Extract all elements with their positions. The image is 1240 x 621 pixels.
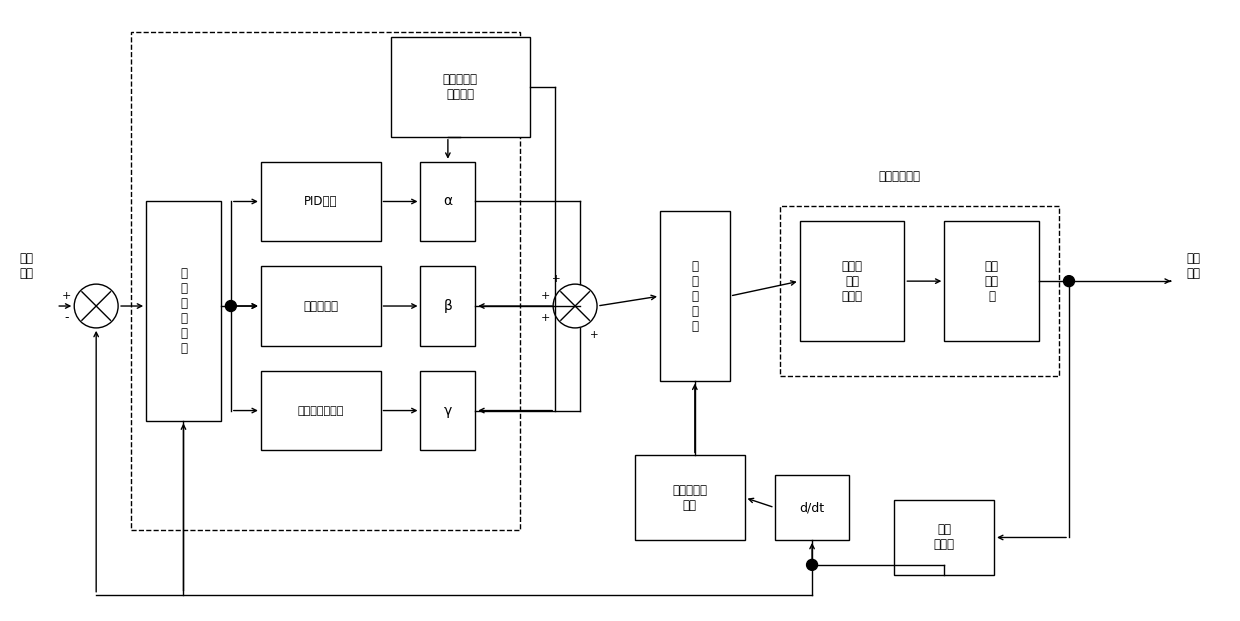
Text: 滑模变结构控制: 滑模变结构控制: [298, 406, 343, 415]
Text: d/dt: d/dt: [800, 501, 825, 514]
Text: +: +: [552, 274, 560, 284]
Text: -: -: [64, 312, 68, 324]
Bar: [391, 37, 531, 137]
Text: +: +: [541, 313, 549, 323]
Bar: [146, 201, 221, 420]
Text: 非线性
功率
放大器: 非线性 功率 放大器: [842, 260, 863, 302]
Text: β: β: [444, 299, 453, 313]
Bar: [780, 206, 1059, 376]
Bar: [260, 161, 381, 242]
Text: 磁阻尼参数
设定: 磁阻尼参数 设定: [672, 484, 707, 512]
Text: 位移
传感器: 位移 传感器: [934, 524, 955, 551]
Text: α: α: [444, 194, 453, 209]
Bar: [420, 161, 475, 242]
Text: +: +: [590, 330, 599, 340]
Text: 特
征
主
导
识
别: 特 征 主 导 识 别: [180, 267, 187, 355]
Text: 主导判断及
参数调整: 主导判断及 参数调整: [443, 73, 477, 101]
Text: 参考
信号: 参考 信号: [20, 252, 33, 280]
Text: PID控制: PID控制: [304, 195, 337, 208]
Bar: [894, 500, 994, 575]
Text: 磁悬
浮导
轨: 磁悬 浮导 轨: [985, 260, 998, 302]
Bar: [945, 222, 1039, 341]
Circle shape: [1064, 276, 1075, 287]
Text: γ: γ: [444, 404, 453, 417]
Bar: [660, 211, 730, 381]
Bar: [775, 475, 849, 540]
Text: +: +: [541, 291, 549, 301]
Bar: [420, 371, 475, 450]
Text: 磁
阻
尼
控
制: 磁 阻 尼 控 制: [692, 260, 698, 333]
Bar: [800, 222, 904, 341]
Bar: [260, 266, 381, 346]
Text: 自适应控制: 自适应控制: [303, 299, 339, 312]
Text: 等效线性对象: 等效线性对象: [878, 170, 920, 183]
Circle shape: [806, 560, 817, 570]
Bar: [131, 32, 521, 530]
Text: 位移
信号: 位移 信号: [1187, 252, 1200, 280]
Bar: [635, 455, 745, 540]
Bar: [420, 266, 475, 346]
Circle shape: [226, 301, 237, 312]
Text: +: +: [62, 291, 71, 301]
Bar: [260, 371, 381, 450]
